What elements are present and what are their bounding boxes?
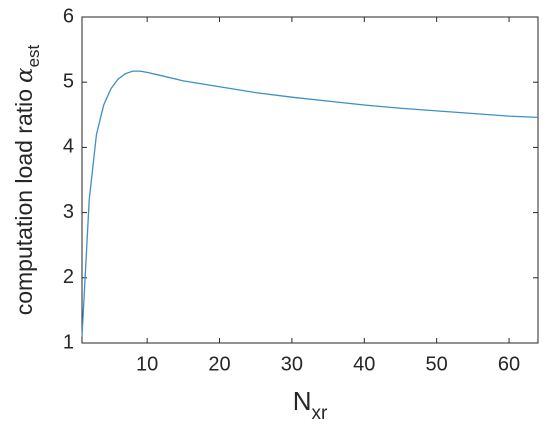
x-label-main: N [293,386,312,416]
x-tick-label: 10 [136,353,158,375]
x-tick-label: 40 [353,353,375,375]
y-tick-label: 1 [63,331,74,353]
x-tick-label: 20 [208,353,230,375]
y-label-sub: est [24,44,43,67]
x-label-sub: xr [311,403,328,424]
y-tick-label: 2 [63,266,74,288]
x-tick-label: 60 [498,353,520,375]
x-tick-label: 50 [426,353,448,375]
y-label-symbol: α [12,67,38,83]
plot-frame [81,16,539,344]
y-tick-label: 4 [63,136,74,158]
y-label-main: computation load ratio [11,89,37,315]
x-tick-label: 30 [281,353,303,375]
y-tick-label: 5 [63,70,74,92]
y-axis-label: computation load ratio αest [11,44,43,315]
y-tick-label: 3 [63,201,74,223]
data-line [81,70,539,337]
x-axis-label: Nxr [293,386,328,424]
y-tick-label: 6 [63,5,74,27]
